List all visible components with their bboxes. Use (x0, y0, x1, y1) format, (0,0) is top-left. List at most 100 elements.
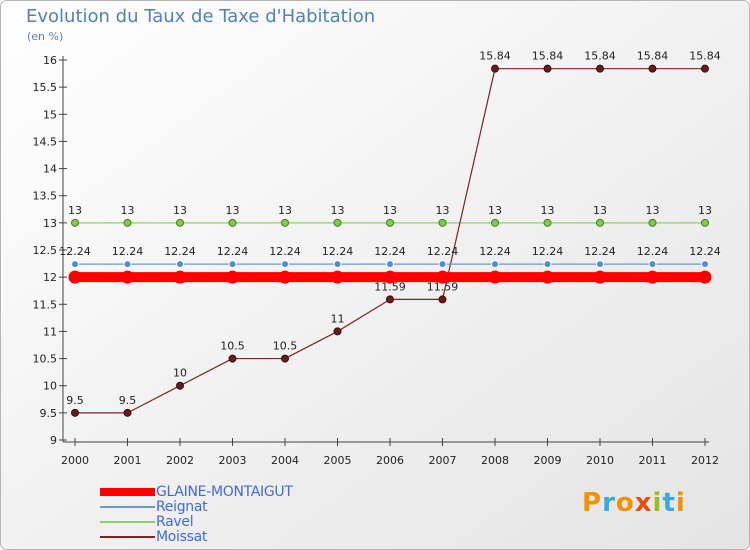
data-point-1 (701, 260, 709, 269)
data-label-3: 9.5 (66, 394, 84, 407)
y-tick-label: 14 (43, 163, 57, 176)
data-point-1 (543, 260, 552, 269)
y-tick-label: 12 (43, 271, 57, 284)
data-label-1: 12.24 (112, 245, 144, 258)
legend-label: GLAINE-MONTAIGUT (156, 484, 293, 500)
data-label-2: 13 (121, 204, 135, 217)
data-point-2 (123, 218, 132, 227)
y-tick-label: 11 (43, 325, 57, 338)
y-tick-label: 15.5 (33, 81, 58, 94)
data-point-3 (123, 408, 132, 417)
data-point-2 (491, 218, 499, 227)
data-label-2: 13 (698, 204, 712, 217)
x-tick-label: 2001 (114, 454, 142, 467)
data-label-2: 13 (436, 204, 450, 217)
legend-swatch (100, 521, 155, 523)
data-point-2 (386, 218, 394, 227)
logo-letter: i (652, 488, 663, 518)
data-label-1: 12.24 (427, 245, 459, 258)
x-tick-label: 2002 (166, 454, 194, 467)
data-point-0 (121, 270, 134, 284)
data-point-2 (228, 218, 237, 227)
data-point-3 (648, 64, 657, 73)
data-label-2: 13 (68, 204, 82, 217)
x-tick-label: 2011 (639, 454, 667, 467)
data-label-3: 15.84 (532, 50, 564, 63)
y-tick-label: 16 (43, 54, 57, 67)
data-point-2 (701, 218, 709, 227)
data-point-1 (71, 260, 79, 269)
logo-letter: r (602, 488, 616, 518)
data-point-2 (543, 218, 552, 227)
data-point-3 (491, 64, 499, 73)
legend-swatch (100, 506, 155, 508)
data-label-1: 12.24 (584, 245, 616, 258)
data-point-2 (71, 218, 79, 227)
data-label-2: 13 (488, 204, 502, 217)
legend-swatch (100, 488, 155, 496)
x-tick-label: 2004 (271, 454, 299, 467)
data-label-3: 9.5 (119, 394, 137, 407)
data-point-0 (593, 270, 607, 284)
data-point-0 (226, 270, 239, 284)
legend-label: Moissat (156, 529, 208, 545)
data-point-3 (438, 295, 447, 304)
data-label-2: 13 (646, 204, 660, 217)
legend-label: Reignat (156, 499, 208, 515)
data-point-0 (698, 270, 712, 284)
data-point-3 (386, 295, 394, 304)
data-point-3 (701, 64, 709, 73)
data-point-1 (228, 260, 237, 269)
data-label-2: 13 (226, 204, 240, 217)
y-tick-label: 13.5 (33, 190, 58, 203)
data-label-1: 12.24 (689, 245, 721, 258)
data-point-1 (438, 260, 447, 269)
y-tick-label: 9 (50, 434, 57, 447)
data-label-2: 13 (383, 204, 397, 217)
y-tick-label: 10 (43, 380, 57, 393)
data-point-1 (386, 260, 394, 269)
data-point-0 (383, 270, 397, 284)
logo-letter: P (582, 488, 603, 518)
data-point-3 (71, 408, 79, 417)
data-point-0 (541, 270, 554, 284)
data-label-1: 12.24 (532, 245, 564, 258)
logo-letter: i (675, 488, 686, 518)
logo-letter: x (634, 488, 653, 518)
data-point-0 (436, 270, 449, 284)
data-label-2: 13 (593, 204, 607, 217)
data-point-3 (176, 381, 184, 390)
data-point-3 (596, 64, 604, 73)
data-point-3 (228, 354, 237, 363)
data-point-0 (278, 270, 292, 284)
legend-swatch (100, 536, 155, 538)
data-label-1: 12.24 (59, 245, 91, 258)
data-label-3: 15.84 (479, 50, 511, 63)
data-label-3: 10.5 (273, 340, 298, 353)
data-label-3: 15.84 (637, 50, 669, 63)
data-label-1: 12.24 (217, 245, 249, 258)
data-label-3: 10 (173, 367, 187, 380)
data-label-2: 13 (173, 204, 187, 217)
y-tick-label: 11.5 (33, 298, 58, 311)
y-tick-label: 13 (43, 217, 57, 230)
y-tick-label: 14.5 (33, 135, 58, 148)
x-tick-label: 2012 (691, 454, 719, 467)
data-point-2 (596, 218, 604, 227)
data-point-0 (173, 270, 187, 284)
data-label-1: 12.24 (164, 245, 196, 258)
logo-letter: o (615, 488, 635, 518)
logo-letter: t (662, 488, 676, 518)
x-tick-label: 2003 (219, 454, 247, 467)
data-label-2: 13 (541, 204, 555, 217)
x-tick-label: 2006 (376, 454, 404, 467)
data-label-1: 12.24 (322, 245, 354, 258)
data-label-1: 12.24 (479, 245, 511, 258)
data-label-3: 15.84 (689, 50, 721, 63)
data-point-1 (491, 260, 499, 269)
y-tick-label: 10.5 (33, 353, 58, 366)
chart-subtitle: (en %) (27, 30, 64, 43)
x-tick-label: 2000 (61, 454, 89, 467)
